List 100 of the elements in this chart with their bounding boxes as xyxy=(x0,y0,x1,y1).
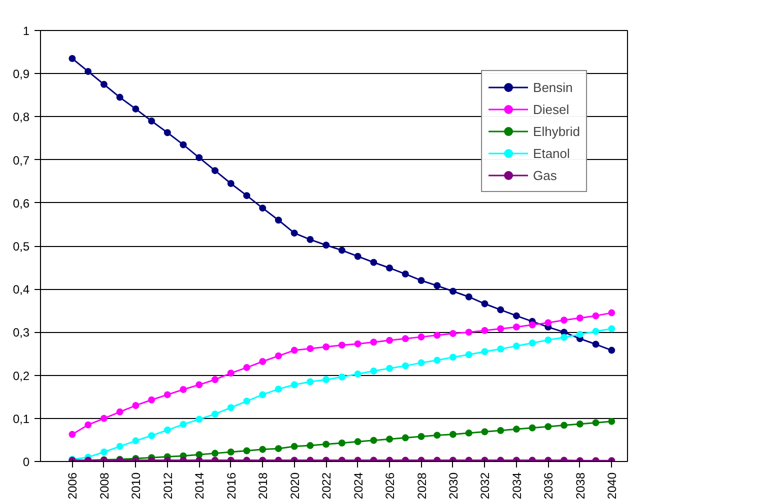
legend-label: Etanol xyxy=(533,146,570,160)
point xyxy=(497,346,504,353)
x-tick-label: 2036 xyxy=(542,472,556,500)
point xyxy=(164,426,171,434)
point xyxy=(497,325,504,332)
point xyxy=(274,445,282,452)
point xyxy=(592,340,600,348)
point xyxy=(528,321,536,328)
x-tick-label: 2006 xyxy=(66,472,80,500)
point xyxy=(544,319,552,326)
y-tick-label: 0,6 xyxy=(12,196,30,210)
point xyxy=(512,426,520,433)
y-tick-label: 0 xyxy=(22,455,30,469)
point xyxy=(434,432,441,439)
point xyxy=(402,335,409,342)
point xyxy=(243,447,250,454)
point xyxy=(306,378,314,386)
point xyxy=(512,312,520,320)
point xyxy=(512,324,520,331)
point xyxy=(132,105,140,112)
point xyxy=(434,356,441,364)
x-tick-label: 2040 xyxy=(605,472,620,500)
point xyxy=(338,342,346,349)
point xyxy=(544,336,552,344)
point xyxy=(402,362,409,370)
point xyxy=(306,345,314,352)
y-tick-label: 0,7 xyxy=(12,153,30,168)
point xyxy=(592,312,600,320)
point xyxy=(465,293,472,300)
point xyxy=(465,328,472,336)
point xyxy=(386,364,394,372)
point xyxy=(196,381,203,388)
point xyxy=(322,343,330,350)
point xyxy=(354,340,362,348)
point xyxy=(576,330,584,338)
point xyxy=(418,359,425,366)
point xyxy=(243,192,250,200)
point xyxy=(370,258,378,266)
point xyxy=(544,423,552,430)
point xyxy=(259,358,266,365)
point xyxy=(481,300,488,308)
point xyxy=(212,167,219,174)
point xyxy=(592,328,600,335)
point xyxy=(243,364,250,372)
point xyxy=(465,351,472,358)
point xyxy=(354,252,362,260)
point xyxy=(227,448,234,456)
point xyxy=(274,352,282,360)
point xyxy=(259,204,266,212)
point xyxy=(465,430,472,437)
y-tick-label: 0,2 xyxy=(12,368,30,383)
point xyxy=(338,246,346,254)
point xyxy=(259,446,266,453)
point xyxy=(449,354,456,361)
point xyxy=(402,434,409,442)
point xyxy=(306,442,314,450)
point xyxy=(227,404,234,412)
point xyxy=(100,80,108,88)
legend-label: Diesel xyxy=(533,102,570,116)
point xyxy=(354,370,362,378)
x-tick-label: 2012 xyxy=(160,472,175,500)
point xyxy=(322,242,330,249)
x-tick-label: 2032 xyxy=(478,472,492,500)
point xyxy=(84,68,92,75)
x-tick-label: 2034 xyxy=(510,472,524,500)
point xyxy=(608,325,616,332)
point xyxy=(164,391,171,398)
point xyxy=(528,339,536,346)
legend-label: Bensin xyxy=(533,80,573,94)
point xyxy=(227,180,234,187)
y-tick-label: 0,5 xyxy=(12,240,30,254)
x-tick-label: 2010 xyxy=(129,472,144,500)
y-tick-label: 0,1 xyxy=(12,412,30,426)
point xyxy=(528,424,536,432)
point xyxy=(449,330,456,337)
x-tick-label: 2016 xyxy=(224,472,238,500)
y-tick-label: 0,4 xyxy=(12,282,30,297)
point xyxy=(180,386,187,394)
point xyxy=(180,420,187,428)
point xyxy=(84,421,92,428)
point xyxy=(560,422,568,429)
point xyxy=(243,398,250,405)
legend-label: Elhybrid xyxy=(533,124,580,138)
point xyxy=(370,436,378,444)
point xyxy=(180,141,187,148)
point xyxy=(576,314,584,322)
x-tick-label: 2022 xyxy=(320,472,334,500)
point xyxy=(418,433,425,440)
point xyxy=(418,276,425,284)
point xyxy=(212,376,219,384)
x-tick-label: 2038 xyxy=(573,472,588,500)
point xyxy=(576,420,584,428)
point xyxy=(386,436,394,443)
x-tick-label: 2018 xyxy=(256,472,270,500)
point xyxy=(354,438,362,446)
point xyxy=(322,440,330,448)
point xyxy=(497,426,504,434)
point xyxy=(116,94,124,101)
point xyxy=(68,55,76,62)
y-tick-label: 0,9 xyxy=(12,67,30,82)
